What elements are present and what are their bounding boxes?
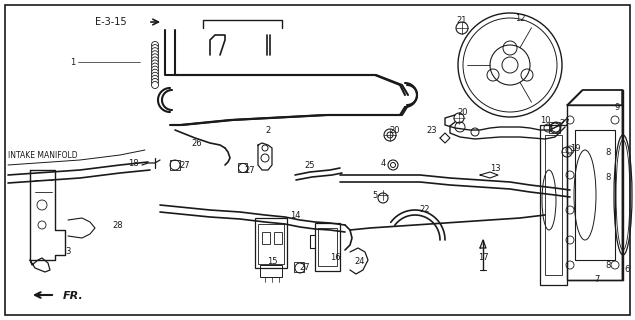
Text: 5: 5 xyxy=(372,190,378,199)
Text: INTAKE MANIFOLD: INTAKE MANIFOLD xyxy=(8,150,77,159)
Bar xyxy=(575,130,615,260)
Text: 19: 19 xyxy=(570,143,580,153)
Circle shape xyxy=(152,82,159,89)
Text: 21: 21 xyxy=(457,15,467,25)
Text: 7: 7 xyxy=(594,276,599,284)
Bar xyxy=(238,163,247,172)
Circle shape xyxy=(152,42,159,49)
Text: 3: 3 xyxy=(65,247,70,257)
Text: E-3-15: E-3-15 xyxy=(95,17,126,27)
Text: 20: 20 xyxy=(390,125,400,134)
Circle shape xyxy=(152,51,159,58)
Text: 25: 25 xyxy=(305,161,315,170)
Bar xyxy=(294,262,304,272)
Circle shape xyxy=(152,60,159,67)
Text: 26: 26 xyxy=(192,139,203,148)
Circle shape xyxy=(152,54,159,61)
Text: 28: 28 xyxy=(112,220,123,229)
Text: 10: 10 xyxy=(540,116,551,124)
Text: 17: 17 xyxy=(478,253,488,262)
Text: 16: 16 xyxy=(330,253,340,262)
Text: 12: 12 xyxy=(515,13,525,22)
Circle shape xyxy=(152,48,159,55)
Text: 9: 9 xyxy=(615,102,620,111)
Circle shape xyxy=(152,66,159,73)
Text: 27: 27 xyxy=(180,161,190,170)
Text: 6: 6 xyxy=(624,266,630,275)
Text: 27: 27 xyxy=(244,165,255,174)
Text: 15: 15 xyxy=(267,258,277,267)
Circle shape xyxy=(152,44,159,52)
Text: 27: 27 xyxy=(559,118,570,127)
Text: 24: 24 xyxy=(355,258,365,267)
Circle shape xyxy=(152,72,159,79)
Bar xyxy=(255,218,287,268)
Bar xyxy=(545,135,562,275)
Circle shape xyxy=(152,63,159,70)
Bar xyxy=(260,265,282,277)
Bar xyxy=(170,160,180,170)
Bar xyxy=(318,228,337,266)
Bar xyxy=(567,105,622,280)
Bar xyxy=(258,224,284,264)
Text: 2: 2 xyxy=(265,125,271,134)
Text: 23: 23 xyxy=(427,125,438,134)
Circle shape xyxy=(152,57,159,64)
Bar xyxy=(540,125,567,285)
Circle shape xyxy=(152,78,159,85)
Text: 14: 14 xyxy=(290,211,300,220)
Text: 20: 20 xyxy=(458,108,468,116)
Text: 8: 8 xyxy=(605,148,611,156)
Text: 1: 1 xyxy=(70,58,76,67)
Text: 22: 22 xyxy=(420,205,431,214)
Bar xyxy=(549,122,560,133)
Text: 4: 4 xyxy=(380,158,385,167)
Text: 27: 27 xyxy=(300,263,311,273)
Text: 13: 13 xyxy=(490,164,500,172)
Bar xyxy=(274,232,282,244)
Text: 8: 8 xyxy=(605,260,611,269)
Bar xyxy=(315,223,340,271)
Text: FR.: FR. xyxy=(63,291,83,301)
Bar xyxy=(262,232,270,244)
Circle shape xyxy=(152,75,159,82)
Text: 18: 18 xyxy=(128,158,138,167)
Circle shape xyxy=(152,69,159,76)
Text: 8: 8 xyxy=(605,172,611,181)
